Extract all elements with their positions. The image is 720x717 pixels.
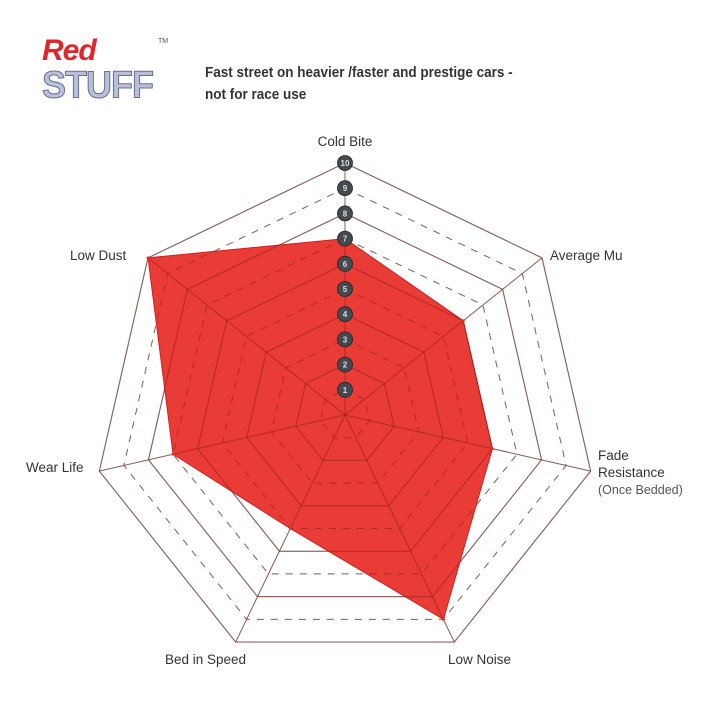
axis-spoke-overlay [344, 257, 543, 416]
data-point-wear-life [171, 452, 175, 456]
tick-label: 6 [343, 260, 348, 269]
tick-badge [337, 281, 353, 297]
grid-ring-overlay [221, 288, 469, 530]
axis-label-cold-bite: Cold Bite [318, 134, 373, 149]
chart-title-line-1: Fast street on heavier /faster and prest… [205, 64, 513, 81]
grid-ring-overlay [98, 162, 592, 643]
grid-ring-overlay [295, 364, 395, 461]
chart-title-line-2: not for race use [205, 86, 307, 103]
axis-spoke-overlay [99, 414, 346, 472]
data-point-bed-in-speed [288, 527, 292, 531]
tick-badge [337, 331, 353, 348]
axis-spoke-overlay [344, 414, 455, 643]
tick-label: 4 [343, 310, 348, 319]
tick-badge [337, 205, 353, 222]
axis-spoke-overlay [147, 257, 346, 416]
axis-label-wear-life: Wear Life [26, 460, 84, 475]
axis-label-fade-resistance: Fade Resistance [598, 448, 665, 480]
grid-ring-overlay [197, 263, 493, 552]
tick-label: 10 [341, 159, 350, 168]
grid-ring-overlay [246, 313, 444, 507]
grid-ring-10 [98, 162, 592, 643]
grid-ring-overlay [270, 338, 420, 484]
data-point-average-mu [461, 319, 465, 323]
tick-badge [337, 381, 353, 398]
axis-label-low-dust: Low Dust [70, 248, 127, 263]
tick-label: 1 [343, 386, 348, 395]
chart-title: Fast street on heavier /faster and prest… [205, 62, 513, 106]
logo-stuff-text: STUFF [42, 62, 155, 106]
tick-badge [337, 255, 353, 272]
logo-trademark: TM [158, 38, 169, 45]
data-point-low-noise [441, 617, 445, 621]
tick-label: 5 [343, 285, 348, 294]
red-stuff-logo: Red STUFF TM [38, 32, 169, 107]
tick-badge [337, 180, 353, 197]
grid-ring-overlay [319, 389, 371, 439]
axis-spoke-overlay [344, 414, 591, 472]
axis-label-low-noise: Low Noise [448, 652, 511, 667]
tick-label: 7 [343, 235, 348, 244]
tick-badge [337, 230, 353, 247]
tick-label: 3 [343, 335, 348, 344]
data-area [147, 238, 493, 621]
grid-ring-7 [172, 238, 518, 575]
tick-badge [337, 356, 353, 373]
data-point-low-dust [146, 256, 150, 260]
grid-ring-overlay [147, 212, 543, 598]
tick-label: 8 [343, 209, 348, 218]
tick-badge [337, 155, 353, 171]
tick-label: 2 [343, 361, 348, 370]
grid-ring-overlay [123, 187, 567, 620]
grid-ring-overlay [172, 238, 518, 575]
logo-red-text: Red [42, 34, 97, 67]
axis-sublabel-fade-resistance: (Once Bedded) [598, 483, 683, 497]
data-point-fade-resistance [490, 447, 494, 451]
tick-badge [337, 306, 353, 323]
axis-label-average-mu: Average Mu [550, 248, 623, 263]
tick-label: 9 [343, 184, 348, 193]
axis-label-bed-in-speed: Bed in Speed [165, 652, 246, 667]
